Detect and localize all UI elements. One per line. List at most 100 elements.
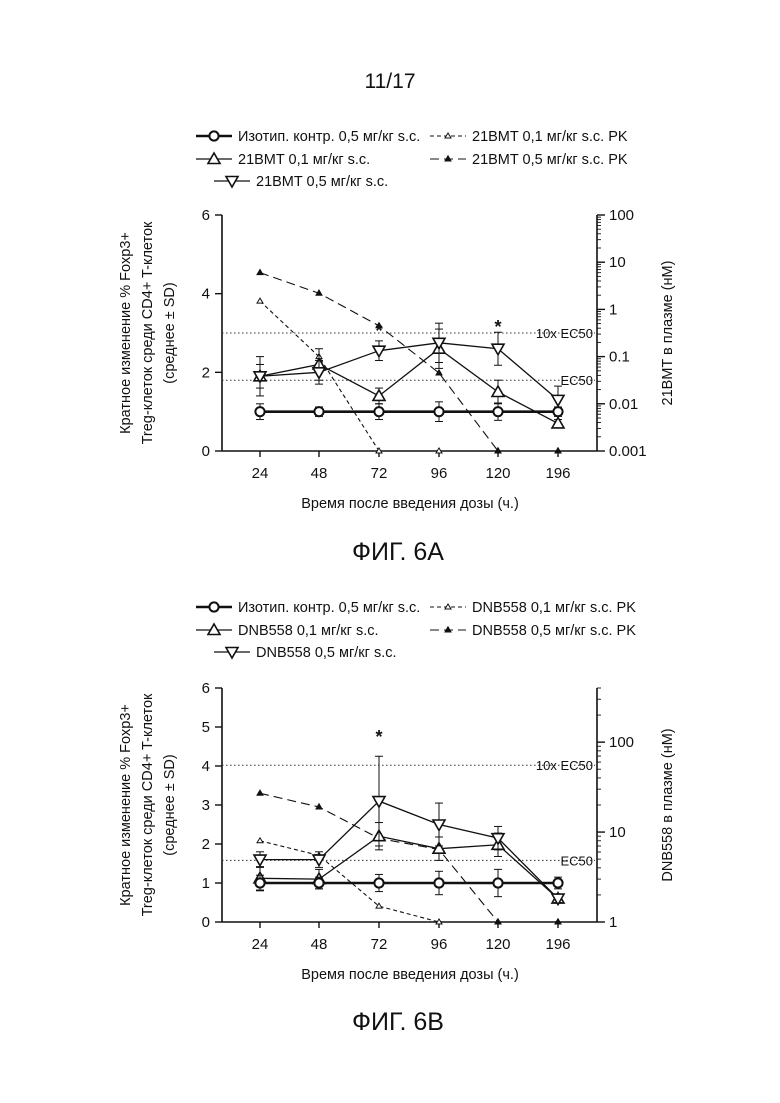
data-point	[257, 269, 263, 274]
series-3	[257, 838, 561, 924]
data-point	[553, 878, 562, 887]
x-tick-label: 120	[485, 465, 510, 482]
legend-entry: 21BMT 0,5 мг/кг s.c. PK	[472, 152, 628, 168]
significance-marker: *	[375, 321, 382, 341]
left-tick-label: 0	[202, 443, 210, 460]
x-axis-title: Время после введения дозы (ч.)	[301, 967, 519, 983]
data-point	[254, 855, 266, 866]
data-point	[552, 395, 564, 406]
right-tick-label: 1	[609, 301, 617, 318]
legend-marker	[208, 153, 220, 164]
right-axis-title: 21BMT в плазме (нМ)	[660, 261, 676, 406]
data-point	[374, 878, 383, 887]
significance-marker: *	[494, 317, 501, 337]
series-line	[260, 836, 558, 898]
legend-marker	[209, 602, 218, 611]
x-axis-title: Время после введения дозы (ч.)	[301, 496, 519, 512]
left-tick-label: 5	[202, 719, 210, 736]
left-tick-label: 1	[202, 875, 210, 892]
significance-marker: *	[375, 727, 382, 747]
figure-caption: ФИГ. 6A	[352, 538, 444, 566]
series-1	[254, 823, 564, 904]
left-tick-label: 2	[202, 364, 210, 381]
left-tick-label: 2	[202, 836, 210, 853]
right-tick-label: 0.01	[609, 396, 638, 413]
x-tick-label: 120	[485, 936, 510, 953]
series-0	[255, 402, 562, 422]
right-tick-label: 10	[609, 824, 626, 841]
figure-canvas: Изотип. контр. 0,5 мг/кг s.c. 21BMT 0,1 м…	[0, 0, 780, 1103]
data-point	[257, 298, 263, 303]
x-tick-label: 48	[311, 465, 328, 482]
right-axis: 0.0010.010.111010021BMT в плазме (нМ)	[597, 207, 676, 460]
data-point	[374, 407, 383, 416]
legend-entry: Изотип. контр. 0,5 мг/кг s.c.	[238, 600, 420, 616]
legend-entry: 21BMT 0,1 мг/кг s.c. PK	[472, 129, 628, 145]
data-point	[255, 878, 264, 887]
right-tick-label: 0.1	[609, 349, 630, 366]
legend-entry: DNB558 0,1 мг/кг s.c.	[238, 623, 379, 639]
left-tick-label: 3	[202, 797, 210, 814]
x-axis: 24487296120196Время после введения дозы …	[222, 922, 597, 983]
x-tick-label: 196	[545, 465, 570, 482]
legend-entry: DNB558 0,5 мг/кг s.c. PK	[472, 623, 636, 639]
series-line	[260, 343, 558, 400]
x-tick-label: 196	[545, 936, 570, 953]
legend: Изотип. контр. 0,5 мг/кг s.c. 21BMT 0,1 м…	[196, 129, 628, 190]
legend-marker	[208, 624, 220, 635]
legend-entry: 21BMT 0,5 мг/кг s.c.	[256, 174, 388, 190]
left-tick-label: 4	[202, 286, 210, 303]
data-point	[314, 407, 323, 416]
x-tick-label: 24	[252, 465, 269, 482]
right-axis: 1 10 100 DNB558 в плазме (нМ)	[597, 688, 676, 931]
data-point	[552, 417, 564, 428]
right-tick-label: 100	[609, 734, 634, 751]
left-axis-title-line: (среднее ± SD)	[162, 754, 178, 855]
series-0	[255, 869, 562, 896]
data-point	[553, 407, 562, 416]
x-tick-label: 24	[252, 936, 269, 953]
chart-6a: Изотип. контр. 0,5 мг/кг s.c. 21BMT 0,1 м…	[118, 129, 676, 566]
reference-line-label: EC50	[560, 853, 593, 868]
figure-caption: ФИГ. 6B	[352, 1008, 444, 1036]
data-point	[493, 878, 502, 887]
legend-entry: DNB558 0,1 мг/кг s.c. PK	[472, 600, 636, 616]
data-point	[373, 390, 385, 401]
x-tick-label: 96	[431, 936, 448, 953]
x-tick-label: 96	[431, 465, 448, 482]
reference-line-label: EC50	[560, 373, 593, 388]
left-axis: 0246	[202, 207, 222, 460]
left-axis-title-line: Кратное изменение % Foxp3+	[118, 232, 134, 434]
x-axis: 24 48 72 96 120 196 Время после введения дозы …	[222, 451, 597, 512]
left-tick-label: 6	[202, 680, 210, 697]
series-4	[257, 790, 561, 924]
legend-marker	[209, 131, 218, 140]
legend-entry: DNB558 0,5 мг/кг s.c.	[256, 645, 397, 661]
right-tick-label: 1	[609, 914, 617, 931]
series-4	[257, 269, 561, 453]
data-point	[255, 407, 264, 416]
x-tick-label: 72	[371, 465, 388, 482]
left-axis: 0123456	[202, 680, 222, 931]
legend: Изотип. контр. 0,5 мг/кг s.c. DNB558 0,1 …	[196, 600, 636, 661]
data-point	[434, 878, 443, 887]
chart-6b: Изотип. контр. 0,5 мг/кг s.c. DNB558 0,1 …	[118, 600, 676, 1036]
legend-marker	[226, 177, 238, 188]
left-axis-title-line: Treg-клеток среди CD4+ T-клеток	[140, 221, 156, 444]
data-point	[257, 838, 263, 843]
right-tick-label: 10	[609, 254, 626, 271]
data-point	[492, 386, 504, 397]
data-point	[493, 407, 502, 416]
data-point	[373, 346, 385, 357]
right-tick-label: 0.001	[609, 443, 647, 460]
left-axis-title-line: Кратное изменение % Foxp3+	[118, 704, 134, 906]
data-point	[257, 790, 263, 795]
legend-entry: Изотип. контр. 0,5 мг/кг s.c.	[238, 129, 420, 145]
legend-marker	[445, 156, 451, 161]
legend-marker	[445, 627, 451, 632]
data-point	[314, 878, 323, 887]
right-axis-title: DNB558 в плазме (нМ)	[660, 728, 676, 881]
legend-marker	[226, 648, 238, 659]
legend-entry: 21BMT 0,1 мг/кг s.c.	[238, 152, 370, 168]
series-line	[260, 301, 558, 451]
